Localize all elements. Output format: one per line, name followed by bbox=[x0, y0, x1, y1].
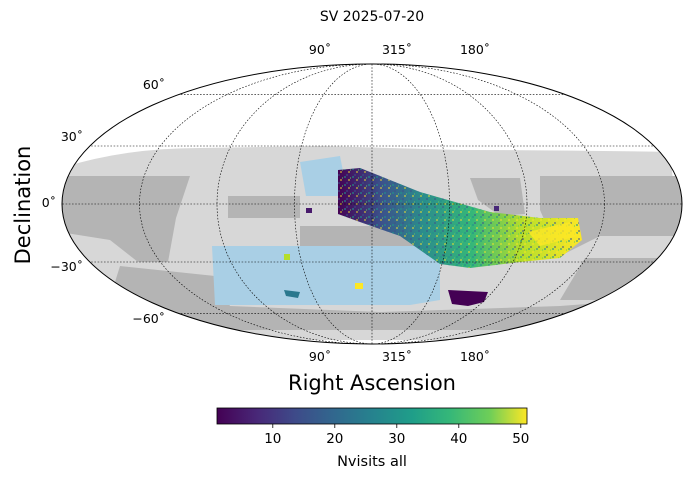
patch-small-b bbox=[284, 290, 300, 298]
chart-title: SV 2025-07-20 bbox=[320, 9, 424, 25]
dec-tick-60: 60˚ bbox=[143, 77, 165, 92]
colorbar-tick-label: 20 bbox=[326, 431, 343, 447]
patch-south-east bbox=[448, 290, 488, 306]
grid-line-ra-a bbox=[294, 64, 450, 344]
dec-tick-30: 30˚ bbox=[61, 129, 83, 144]
ra-tick-top-90: 90˚ bbox=[309, 42, 331, 57]
planned-field-south bbox=[212, 246, 440, 305]
dec-tick-0: 0˚ bbox=[42, 195, 56, 210]
dark-footprint-south bbox=[100, 266, 640, 330]
grid-line-ra-b bbox=[216, 64, 528, 344]
colorbar-label: Nvisits all bbox=[337, 454, 407, 470]
ra-tick-bottom-90: 90˚ bbox=[309, 349, 331, 364]
dark-footprint-east-a bbox=[470, 178, 525, 216]
x-axis-label: Right Ascension bbox=[288, 371, 456, 395]
patch-small-c bbox=[355, 283, 363, 289]
sky-footprint bbox=[62, 64, 682, 344]
colorbar-ticks: 10 20 30 40 50 bbox=[264, 424, 529, 447]
observed-strip-bright bbox=[528, 222, 578, 246]
patch-small-e bbox=[494, 206, 499, 211]
ra-tick-bottom-315: 315˚ bbox=[382, 349, 412, 364]
y-axis-label: Declination bbox=[11, 146, 35, 265]
colorbar-tick-label: 40 bbox=[450, 431, 467, 447]
colorbar-tick-label: 30 bbox=[388, 431, 405, 447]
dark-footprint-west bbox=[62, 176, 190, 262]
dec-tick-m30: −30˚ bbox=[50, 259, 83, 274]
colorbar bbox=[216, 407, 528, 425]
colorbar-tick-label: 50 bbox=[512, 431, 529, 447]
grid-line-ra-c bbox=[139, 64, 605, 344]
dec-tick-m60: −60˚ bbox=[132, 311, 165, 326]
dark-footprint-center bbox=[228, 196, 300, 218]
planned-field-north bbox=[300, 156, 348, 196]
projection-boundary bbox=[61, 63, 683, 345]
colorbar-tick-label: 10 bbox=[264, 431, 281, 447]
patch-small-d bbox=[306, 208, 312, 213]
ra-tick-top-315: 315˚ bbox=[382, 42, 412, 57]
ra-tick-bottom-180: 180˚ bbox=[460, 349, 490, 364]
ra-tick-top-180: 180˚ bbox=[460, 42, 490, 57]
patch-small-a bbox=[284, 254, 290, 260]
